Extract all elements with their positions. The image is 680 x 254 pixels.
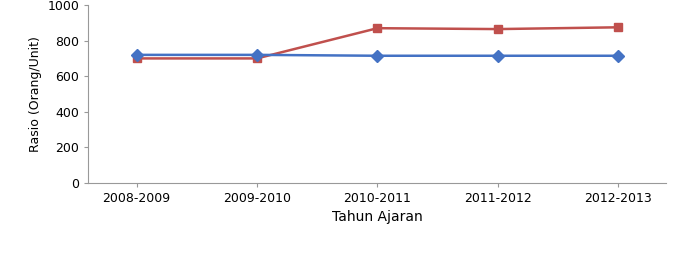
Y-axis label: Rasio (Orang/Unit): Rasio (Orang/Unit) (29, 36, 42, 152)
X-axis label: Tahun Ajaran: Tahun Ajaran (332, 211, 423, 225)
